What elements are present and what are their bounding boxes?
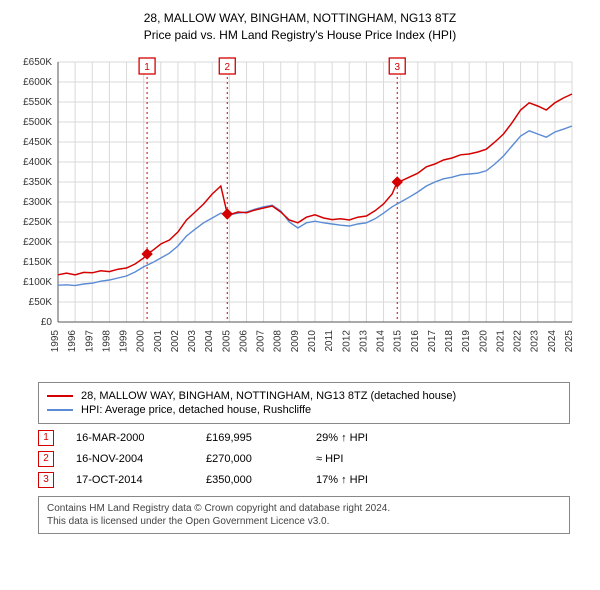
chart-container: 28, MALLOW WAY, BINGHAM, NOTTINGHAM, NG1…	[0, 0, 600, 544]
svg-text:£650K: £650K	[23, 57, 52, 68]
svg-text:1999: 1999	[119, 329, 130, 352]
svg-text:2020: 2020	[478, 329, 489, 352]
sale-price: £270,000	[206, 453, 316, 465]
footer-line-1: Contains HM Land Registry data © Crown c…	[47, 502, 561, 515]
sales-table: 1 16-MAR-2000£169,99529% ↑ HPI 2 16-NOV-200…	[38, 430, 570, 488]
svg-text:2022: 2022	[513, 329, 524, 352]
svg-text:2014: 2014	[376, 329, 387, 352]
svg-text:£600K: £600K	[23, 77, 52, 88]
svg-text:£550K: £550K	[23, 97, 52, 108]
sale-hpi: ≈ HPI	[316, 453, 416, 465]
legend-swatch	[47, 395, 73, 397]
svg-text:3: 3	[394, 62, 400, 73]
footer-line-2: This data is licensed under the Open Gov…	[47, 515, 561, 528]
svg-text:2025: 2025	[564, 329, 575, 352]
sale-date: 16-NOV-2004	[76, 453, 206, 465]
svg-text:2010: 2010	[307, 329, 318, 352]
svg-text:2007: 2007	[256, 329, 267, 352]
svg-text:£100K: £100K	[23, 277, 52, 288]
sale-hpi: 17% ↑ HPI	[316, 474, 416, 486]
sale-marker: 1	[38, 430, 54, 446]
svg-text:£500K: £500K	[23, 117, 52, 128]
svg-text:2006: 2006	[238, 329, 249, 352]
svg-text:£250K: £250K	[23, 217, 52, 228]
svg-text:2008: 2008	[273, 329, 284, 352]
svg-text:2005: 2005	[221, 329, 232, 352]
svg-text:1996: 1996	[67, 329, 78, 352]
legend-item: HPI: Average price, detached house, Rush…	[47, 404, 561, 416]
svg-text:2013: 2013	[358, 329, 369, 352]
svg-text:£400K: £400K	[23, 157, 52, 168]
svg-text:2012: 2012	[341, 329, 352, 352]
sale-price: £350,000	[206, 474, 316, 486]
sale-price: £169,995	[206, 432, 316, 444]
sale-date: 16-MAR-2000	[76, 432, 206, 444]
legend-item: 28, MALLOW WAY, BINGHAM, NOTTINGHAM, NG1…	[47, 390, 561, 402]
legend-label: 28, MALLOW WAY, BINGHAM, NOTTINGHAM, NG1…	[81, 390, 456, 402]
svg-text:2015: 2015	[393, 329, 404, 352]
sale-marker: 3	[38, 472, 54, 488]
svg-text:£300K: £300K	[23, 197, 52, 208]
svg-text:£50K: £50K	[29, 297, 53, 308]
sale-row: 1 16-MAR-2000£169,99529% ↑ HPI	[38, 430, 570, 446]
svg-text:2009: 2009	[290, 329, 301, 352]
svg-text:£200K: £200K	[23, 237, 52, 248]
footer-attribution: Contains HM Land Registry data © Crown c…	[38, 496, 570, 534]
svg-text:2017: 2017	[427, 329, 438, 352]
legend: 28, MALLOW WAY, BINGHAM, NOTTINGHAM, NG1…	[38, 382, 570, 424]
svg-text:2004: 2004	[204, 329, 215, 352]
sale-row: 2 16-NOV-2004£270,000≈ HPI	[38, 451, 570, 467]
svg-text:1995: 1995	[50, 329, 61, 352]
svg-text:£450K: £450K	[23, 137, 52, 148]
line-chart-svg: £0 £50K £100K £150K £200K £250K £300K £350K £400…	[12, 52, 588, 372]
title-line-1: 28, MALLOW WAY, BINGHAM, NOTTINGHAM, NG1…	[12, 10, 588, 27]
chart-area: £0 £50K £100K £150K £200K £250K £300K £350K £400…	[12, 52, 588, 372]
svg-text:1998: 1998	[101, 329, 112, 352]
sale-marker: 2	[38, 451, 54, 467]
svg-text:£150K: £150K	[23, 257, 52, 268]
svg-text:£0: £0	[41, 317, 53, 328]
svg-text:1997: 1997	[84, 329, 95, 352]
svg-text:£350K: £350K	[23, 177, 52, 188]
svg-text:2: 2	[224, 62, 230, 73]
svg-text:1: 1	[144, 62, 150, 73]
svg-text:2021: 2021	[495, 329, 506, 352]
svg-text:2011: 2011	[324, 329, 335, 351]
svg-text:2018: 2018	[444, 329, 455, 352]
sale-hpi: 29% ↑ HPI	[316, 432, 416, 444]
title-line-2: Price paid vs. HM Land Registry's House …	[12, 27, 588, 44]
sale-date: 17-OCT-2014	[76, 474, 206, 486]
legend-swatch	[47, 409, 73, 411]
svg-text:2000: 2000	[136, 329, 147, 352]
svg-text:2002: 2002	[170, 329, 181, 352]
legend-label: HPI: Average price, detached house, Rush…	[81, 404, 311, 416]
svg-text:2016: 2016	[410, 329, 421, 352]
svg-text:2019: 2019	[461, 329, 472, 352]
svg-text:2024: 2024	[547, 329, 558, 352]
svg-text:2023: 2023	[530, 329, 541, 352]
svg-text:2001: 2001	[153, 329, 164, 352]
sale-row: 3 17-OCT-2014£350,00017% ↑ HPI	[38, 472, 570, 488]
svg-text:2003: 2003	[187, 329, 198, 352]
